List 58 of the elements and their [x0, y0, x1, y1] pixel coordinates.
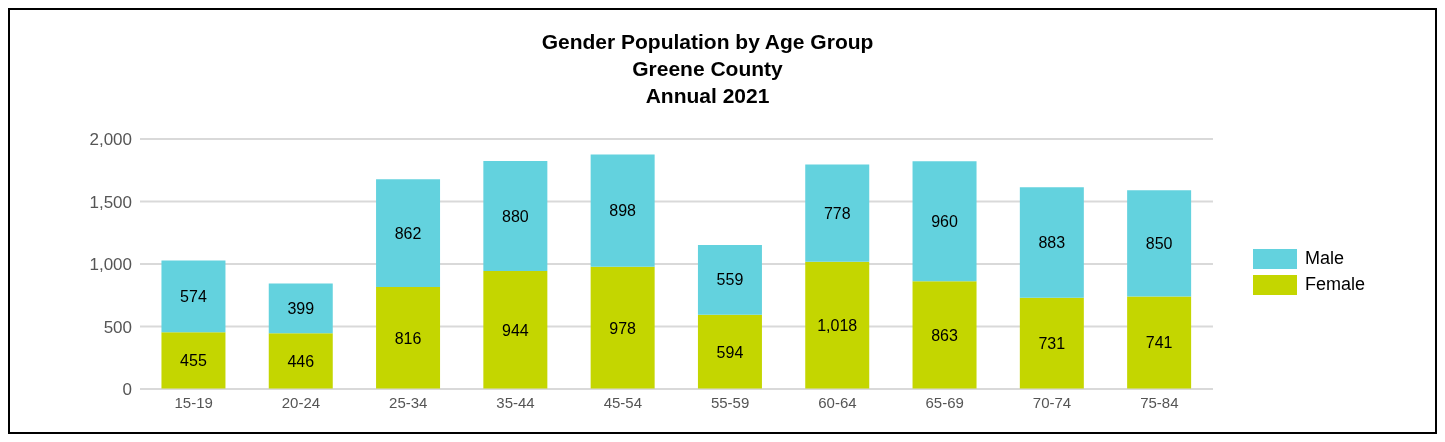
bar [1127, 190, 1192, 297]
bar [1019, 297, 1084, 389]
y-tick-label: 500 [103, 317, 132, 337]
data-label: 455 [180, 352, 207, 370]
bar [912, 161, 977, 282]
data-label: 960 [931, 212, 958, 230]
data-label: 850 [1145, 234, 1173, 252]
data-label: 978 [609, 319, 637, 337]
legend-label: Male [1304, 248, 1344, 269]
x-tick-label: 65-69 [925, 393, 964, 411]
bar [697, 244, 762, 315]
bar [483, 161, 548, 271]
data-label: 1,018 [817, 317, 858, 335]
bar [1127, 296, 1192, 389]
data-label: 574 [180, 287, 207, 305]
data-label: 862 [394, 224, 422, 242]
data-label: 399 [287, 299, 315, 317]
data-label: 816 [394, 329, 422, 347]
y-tick-label: 1,500 [89, 192, 132, 212]
legend-label: Female [1304, 274, 1365, 295]
bar [912, 281, 977, 389]
bar [590, 266, 655, 389]
y-tick-label: 1,000 [89, 255, 132, 275]
data-label: 880 [502, 207, 529, 225]
bar [697, 314, 762, 389]
bar [376, 287, 441, 389]
bar [1019, 187, 1084, 298]
x-tick-label: 20-24 [281, 393, 321, 411]
x-tick-label: 25-34 [389, 393, 428, 411]
data-label: 731 [1038, 334, 1066, 352]
bar [268, 333, 333, 389]
data-label: 559 [716, 271, 744, 289]
bar [805, 261, 870, 389]
bar [161, 332, 226, 389]
data-label: 898 [609, 202, 637, 220]
bar [161, 260, 226, 333]
x-tick-label: 75-84 [1140, 393, 1179, 411]
data-label: 863 [931, 326, 958, 344]
y-tick-label: 2,000 [89, 130, 132, 150]
x-tick-label: 45-54 [603, 393, 643, 411]
bar [483, 271, 548, 389]
x-tick-label: 70-74 [1032, 393, 1072, 411]
data-label: 446 [287, 352, 315, 370]
bar [376, 179, 441, 287]
x-tick-label: 15-19 [174, 393, 213, 411]
data-label: 741 [1145, 334, 1173, 352]
data-label: 594 [716, 343, 744, 361]
bar [590, 154, 655, 267]
x-tick-label: 35-44 [496, 393, 535, 411]
bar [268, 283, 333, 334]
data-label: 778 [823, 204, 851, 222]
data-label: 944 [502, 321, 529, 339]
y-tick-label: 0 [122, 380, 132, 400]
x-tick-label: 55-59 [710, 393, 750, 411]
data-label: 883 [1038, 234, 1066, 252]
x-tick-label: 60-64 [818, 393, 857, 411]
chart-title: Gender Population by Age Group Greene County Annual 2021 [540, 29, 875, 109]
bar [805, 164, 870, 262]
